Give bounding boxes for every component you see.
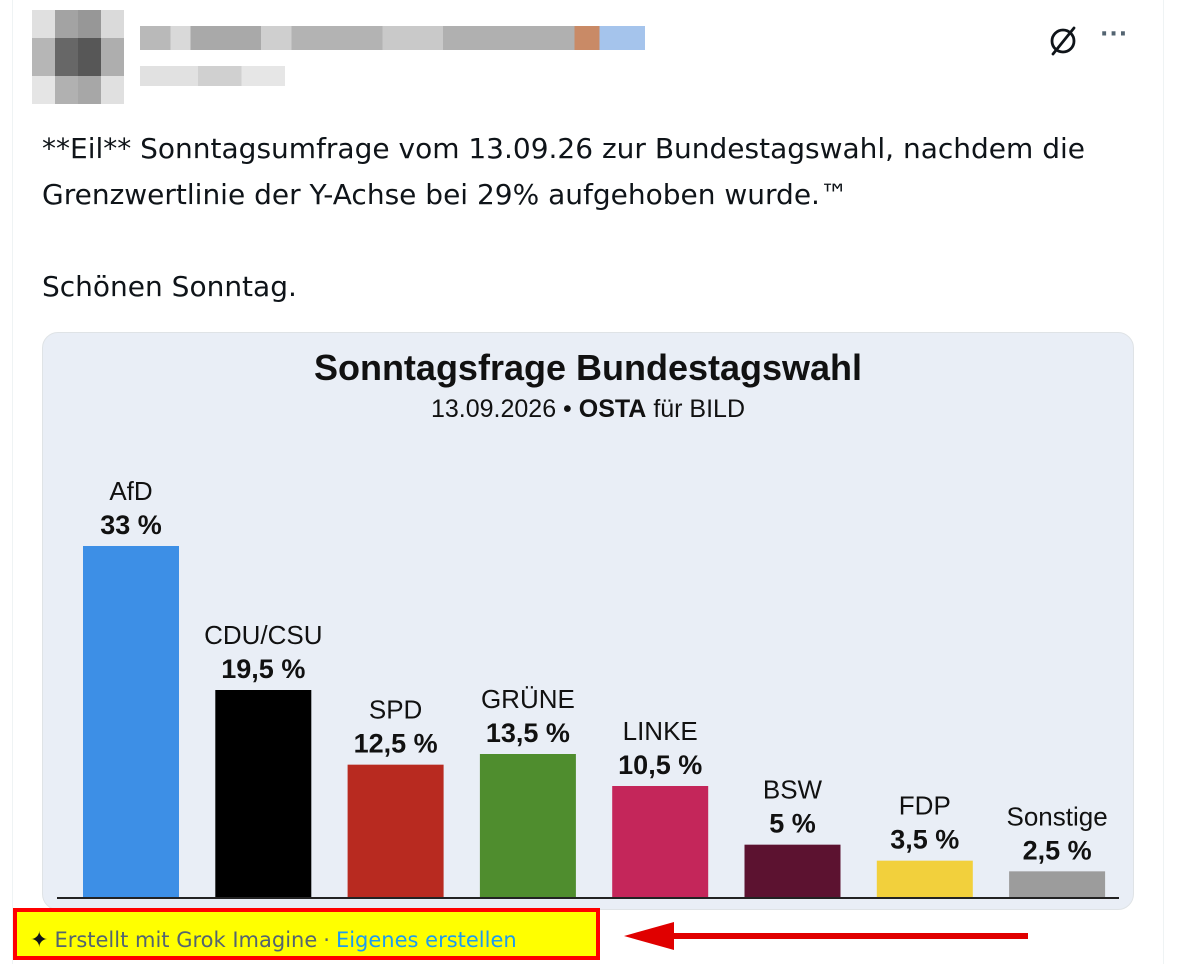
bar-fdp bbox=[876, 860, 973, 898]
bar-linke bbox=[612, 786, 709, 898]
post-media-image[interactable]: Sonntagsfrage Bundestagswahl 13.09.2026 … bbox=[42, 332, 1134, 910]
bar-sonstige bbox=[1009, 871, 1106, 898]
post-text: **Eil** Sonntagsumfrage vom 13.09.26 zur… bbox=[42, 126, 1152, 310]
card-border-left bbox=[12, 0, 13, 964]
grok-slash-circle-icon[interactable] bbox=[1046, 24, 1080, 58]
value-label: 33 % bbox=[100, 510, 162, 540]
created-with-label: Erstellt mit Grok Imagine bbox=[54, 928, 318, 952]
value-label: 5 % bbox=[769, 809, 816, 839]
chart-subtitle: 13.09.2026 • OSTA für BILD bbox=[43, 395, 1133, 424]
red-arrow-annotation bbox=[624, 922, 1028, 950]
value-label: 12,5 % bbox=[354, 729, 438, 759]
category-label: BSW bbox=[763, 775, 823, 805]
value-label: 13,5 % bbox=[486, 718, 570, 748]
post-text-line-2: Grenzwertlinie der Y-Achse bei 29% aufge… bbox=[42, 178, 848, 211]
author-name-blurred[interactable] bbox=[140, 26, 645, 50]
bar-cdu-csu bbox=[215, 690, 312, 898]
category-label: Sonstige bbox=[1007, 801, 1108, 831]
post-text-line-1: **Eil** Sonntagsumfrage vom 13.09.26 zur… bbox=[42, 132, 1085, 165]
category-label: SPD bbox=[369, 695, 422, 725]
caption-highlight-box bbox=[13, 908, 600, 960]
bar-gr-ne bbox=[479, 754, 576, 898]
avatar[interactable] bbox=[32, 10, 124, 104]
category-label: CDU/CSU bbox=[204, 620, 322, 650]
sparkle-icon: ✦ bbox=[30, 928, 49, 953]
chart-subtitle-date: 13.09.2026 • bbox=[430, 395, 572, 423]
chart-subtitle-institute: OSTA bbox=[578, 395, 647, 423]
value-label: 2,5 % bbox=[1023, 835, 1092, 865]
chart-title: Sonntagsfrage Bundestagswahl bbox=[313, 347, 863, 388]
category-label: FDP bbox=[899, 791, 951, 821]
category-label: LINKE bbox=[623, 716, 698, 746]
value-label: 19,5 % bbox=[221, 654, 305, 684]
post-text-gap bbox=[42, 218, 1152, 264]
grok-imagine-caption: ✦ Erstellt mit Grok Imagine · Eigenes erste… bbox=[30, 928, 517, 953]
bar-bsw bbox=[744, 844, 841, 898]
post-text-line-3: Schönen Sonntag. bbox=[42, 270, 297, 303]
bar-chart: 33 % AfD 19,5 % CDU/CSU 12,5 % SPD 13,5 % GRÜNE… bbox=[57, 476, 1119, 899]
caption-separator: · bbox=[323, 928, 330, 952]
bar-spd bbox=[347, 764, 444, 898]
more-options-icon[interactable]: ··· bbox=[1100, 22, 1129, 47]
chart-subtitle-client: für BILD bbox=[653, 395, 746, 423]
create-own-link[interactable]: Eigenes erstellen bbox=[335, 928, 517, 952]
value-label: 3,5 % bbox=[890, 825, 959, 855]
category-label: AfD bbox=[109, 476, 152, 506]
category-label: GRÜNE bbox=[481, 684, 575, 714]
card-border-right bbox=[1163, 0, 1164, 964]
value-label: 10,5 % bbox=[618, 750, 702, 780]
bar-afd bbox=[83, 546, 179, 898]
author-handle-blurred[interactable] bbox=[140, 66, 285, 86]
